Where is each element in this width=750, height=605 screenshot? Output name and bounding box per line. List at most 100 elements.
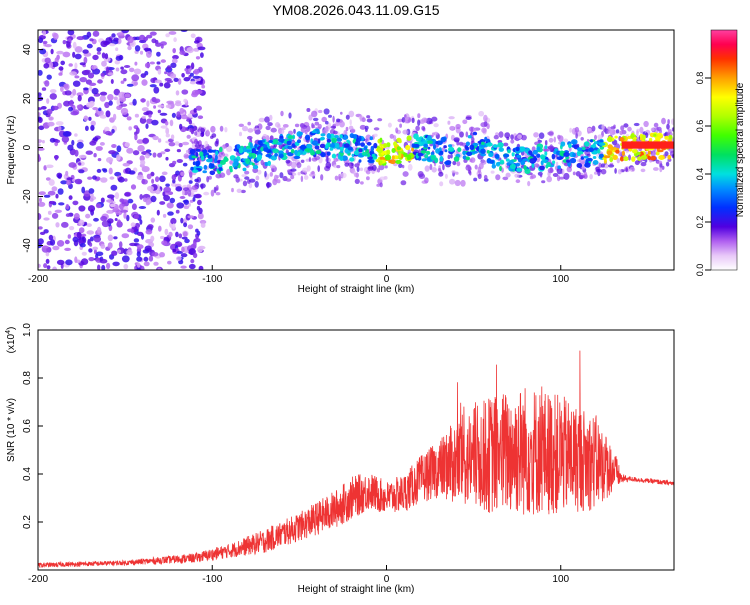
spectrogram-cell (311, 122, 314, 129)
snr-y-tick-label: 0.2 (22, 515, 33, 529)
spectrogram-cell (314, 121, 320, 126)
spectrogram-cell (136, 244, 144, 250)
spectrogram-cell (619, 137, 625, 142)
spectrogram-cell (171, 174, 177, 181)
spectrogram-cell (233, 158, 239, 165)
spectrogram-cell (658, 129, 663, 134)
spectrogram-cell (503, 153, 510, 158)
spectrogram-cell (219, 172, 226, 178)
spectrogram-cell (435, 148, 441, 154)
spectrogram-cell (52, 32, 59, 40)
spectrogram-cell (311, 110, 318, 118)
spectrogram-cell (668, 134, 673, 141)
spectrogram-cell (180, 253, 188, 258)
spectrogram-cell (92, 137, 99, 142)
spectrogram-cell (191, 169, 199, 173)
spectrogram-cell (515, 179, 521, 184)
colorbar-ticks: 0.0 0.2 0.4 0.6 0.8 (695, 72, 711, 276)
spectrogram-cell (524, 168, 531, 174)
spectrogram-cell (83, 115, 89, 122)
spectrogram-cell (165, 104, 172, 109)
spectrogram-cell (61, 135, 70, 143)
spectrogram-cell (387, 122, 392, 128)
spectrogram-cell (120, 209, 128, 213)
spectrogram-cell (549, 144, 554, 151)
spectrogram-cell (498, 147, 504, 152)
spectrogram-y-ticks: -40 -20 0 20 40 (22, 44, 43, 253)
spectrogram-cell (176, 250, 183, 254)
spectrogram-cell (176, 202, 184, 209)
spectrogram-cell (544, 151, 548, 156)
spectrogram-y-label: Frequency (Hz) (6, 116, 17, 185)
spectrogram-cell (402, 129, 409, 135)
spectrogram-cell (354, 150, 359, 156)
spectrogram-cell (194, 40, 200, 44)
spectrogram-cell (571, 139, 578, 145)
spectrogram-cell (239, 131, 242, 137)
spectrogram-cell (78, 154, 87, 159)
spectrogram-cell (140, 265, 145, 270)
spectrogram-cell (590, 139, 593, 143)
spectrogram-cell (361, 117, 366, 123)
spectrogram-cell (671, 127, 674, 132)
spectrogram-cell (598, 162, 602, 168)
spectrogram-cell (288, 112, 292, 119)
spectrogram-y-tick-label: -20 (22, 189, 33, 204)
spectrogram-cell (45, 177, 51, 181)
spectrogram-cell (60, 180, 68, 185)
spectrogram-cell (38, 201, 46, 207)
spectrogram-cell (523, 165, 527, 171)
spectrogram-cell (190, 62, 195, 70)
spectrogram-cell (411, 147, 415, 152)
spectrogram-x-tick-label: -100 (202, 274, 222, 285)
spectrogram-cell (153, 86, 160, 94)
spectrogram-cell (331, 137, 338, 143)
spectrogram-cell (170, 62, 177, 68)
spectrogram-cell (42, 30, 47, 37)
spectrogram-cell (384, 165, 388, 169)
spectrogram-cell (136, 139, 144, 144)
spectrogram-cell (400, 180, 407, 186)
spectrogram-cell (417, 171, 424, 178)
spectrogram-cell (114, 59, 121, 65)
spectrogram-cell (200, 132, 205, 138)
spectrogram-cell (38, 139, 43, 144)
spectrogram-cell (609, 156, 614, 163)
spectrogram-cell (358, 148, 363, 152)
spectrogram-cell (556, 156, 563, 161)
spectrogram-cell (505, 158, 510, 162)
spectrogram-cell (197, 115, 204, 119)
spectrogram-cell (601, 124, 605, 130)
spectrogram-cell (65, 170, 69, 177)
spectrogram-cell (218, 166, 223, 172)
spectrogram-cell (96, 47, 102, 52)
spectrogram-cell (371, 164, 377, 171)
spectrogram-cell (123, 212, 127, 219)
spectrogram-cell (366, 176, 370, 181)
spectrogram-cell (344, 162, 350, 167)
spectrogram-cell (498, 131, 504, 138)
spectrogram-cell (333, 164, 338, 169)
spectrogram-cell (492, 144, 499, 148)
spectrogram-cell (176, 149, 181, 153)
spectrogram-cell (491, 164, 496, 169)
spectrogram-cell (169, 119, 174, 127)
spectrogram-y-tick-label: 20 (22, 93, 33, 105)
spectrogram-cell (100, 72, 106, 77)
spectrogram-cell (175, 90, 180, 96)
spectrogram-cell (179, 50, 186, 56)
spectrogram-cell (193, 68, 200, 75)
spectrogram-cell (388, 159, 392, 164)
spectrogram-cell (38, 112, 41, 117)
spectrogram-cell (203, 164, 208, 170)
spectrogram-cell (144, 62, 151, 68)
spectrogram-cell (345, 114, 350, 120)
spectrogram-cell (402, 171, 409, 177)
spectrogram-cell (154, 79, 162, 84)
spectrogram-cell (188, 119, 193, 125)
spectrogram-cell (179, 107, 185, 114)
spectrogram-cell (251, 162, 255, 166)
spectrogram-cell (49, 93, 57, 100)
spectrogram-cell (187, 215, 195, 219)
spectrogram-cell (406, 135, 412, 141)
